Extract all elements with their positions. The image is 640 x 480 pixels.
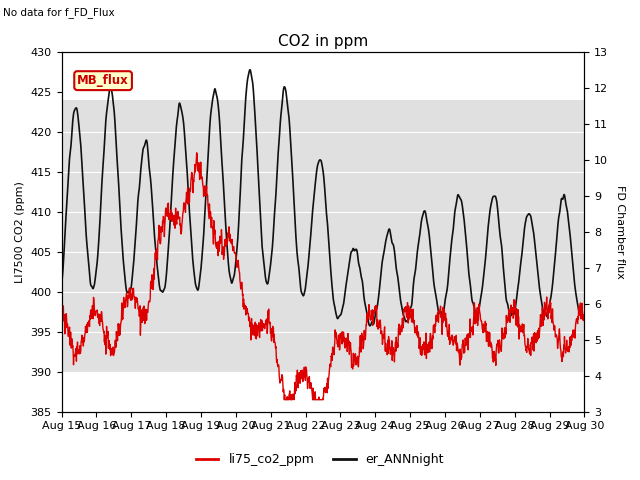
Title: CO2 in ppm: CO2 in ppm — [278, 34, 368, 49]
Y-axis label: FD Chamber flux: FD Chamber flux — [615, 185, 625, 279]
Y-axis label: LI7500 CO2 (ppm): LI7500 CO2 (ppm) — [15, 181, 25, 283]
Text: No data for f_FD_Flux: No data for f_FD_Flux — [3, 7, 115, 18]
Bar — [61, 100, 584, 372]
Text: MB_flux: MB_flux — [77, 74, 129, 87]
Legend: li75_co2_ppm, er_ANNnight: li75_co2_ppm, er_ANNnight — [191, 448, 449, 471]
